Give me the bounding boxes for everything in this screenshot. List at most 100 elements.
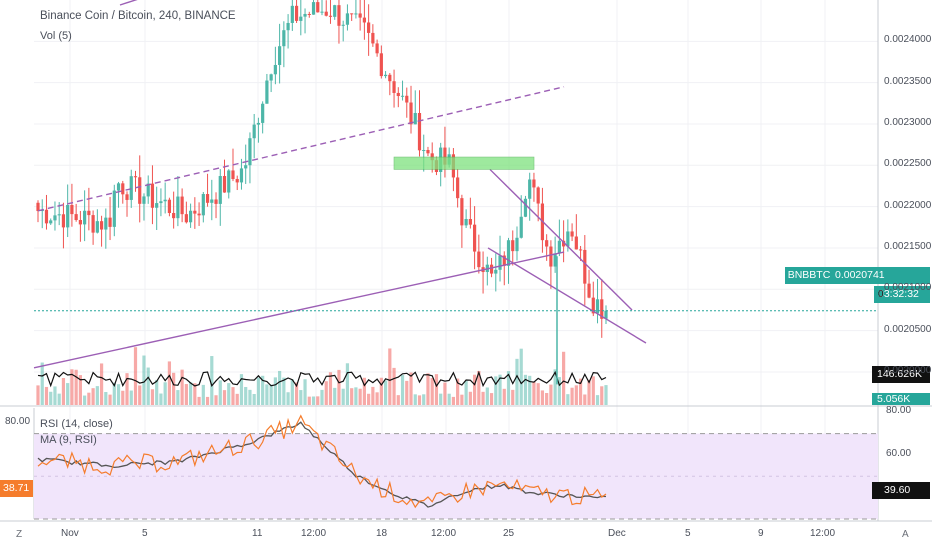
candle-body bbox=[150, 183, 155, 208]
volume-bar bbox=[256, 377, 261, 405]
volume-bar bbox=[358, 388, 362, 405]
candle-body bbox=[184, 214, 188, 223]
volume-bar bbox=[78, 375, 82, 405]
candle-body bbox=[83, 210, 87, 225]
candle-body bbox=[417, 112, 422, 151]
rsi-indicator-label[interactable]: RSI (14, close) bbox=[40, 418, 113, 430]
volume-ma-text: 146.626K bbox=[877, 368, 922, 380]
volume-bar bbox=[451, 396, 456, 405]
time-tick-label: Dec bbox=[608, 528, 626, 539]
volume-bar bbox=[138, 385, 142, 405]
volume-bar bbox=[142, 355, 146, 405]
volume-bar bbox=[180, 369, 184, 405]
candle-body bbox=[333, 5, 337, 17]
volume-bar bbox=[252, 394, 256, 405]
rsi-ma-line bbox=[37, 421, 607, 508]
candle-body bbox=[142, 196, 146, 204]
volume-bar bbox=[44, 386, 49, 405]
volume-bar bbox=[443, 382, 447, 405]
candle-body bbox=[409, 102, 413, 125]
volume-bar bbox=[532, 381, 536, 405]
candle-body bbox=[383, 74, 388, 77]
candle-body bbox=[498, 255, 502, 270]
volume-bar bbox=[485, 387, 489, 405]
volume-bar bbox=[472, 374, 477, 405]
volume-bar bbox=[129, 390, 133, 405]
candle-body bbox=[290, 5, 294, 23]
candle-body bbox=[273, 64, 277, 75]
auto-scale-button[interactable]: A bbox=[902, 529, 909, 540]
candle-body bbox=[239, 168, 244, 183]
candle-body bbox=[337, 5, 341, 26]
volume-bar bbox=[273, 377, 277, 405]
volume-bar bbox=[422, 394, 426, 405]
price-tick-label: 0.0021500 bbox=[884, 240, 932, 252]
volume-bar bbox=[311, 396, 316, 405]
candle-body bbox=[396, 92, 400, 97]
candle-body bbox=[375, 43, 379, 54]
candle-body bbox=[278, 46, 282, 65]
candle-body bbox=[587, 283, 591, 298]
volume-bar bbox=[95, 386, 99, 405]
price-tick-label: 0.0022000 bbox=[884, 199, 932, 211]
volume-bar bbox=[566, 394, 570, 405]
candle-body bbox=[600, 299, 604, 319]
volume-bar bbox=[167, 361, 172, 405]
candle-body bbox=[570, 231, 574, 237]
auto-scale-button-left[interactable]: Z bbox=[16, 529, 23, 540]
price-tick-label: 0.0020000 bbox=[884, 364, 932, 376]
candle-body bbox=[549, 246, 553, 267]
volume-bar bbox=[345, 363, 350, 405]
volume-bar bbox=[574, 385, 578, 405]
candle-body bbox=[506, 240, 511, 266]
countdown-value: 03:32:32 bbox=[878, 288, 919, 300]
volume-bar bbox=[362, 377, 366, 405]
candle-body bbox=[205, 194, 210, 203]
volume-bar bbox=[400, 374, 405, 405]
volume-bar bbox=[320, 389, 324, 405]
rsi-ma-label[interactable]: MA (9, RSI) bbox=[40, 434, 97, 446]
candle-body bbox=[557, 240, 561, 254]
volume-bar bbox=[290, 379, 294, 405]
volume-bar bbox=[396, 395, 400, 405]
candle-body bbox=[227, 170, 231, 193]
volume-bar bbox=[36, 385, 40, 405]
candle-body bbox=[256, 122, 261, 125]
volume-bar bbox=[286, 392, 290, 405]
volume-bar bbox=[328, 372, 333, 405]
candle-body bbox=[95, 221, 99, 233]
candle-body bbox=[214, 199, 218, 204]
volume-bar bbox=[417, 395, 422, 405]
price-tick-label: 0.0023500 bbox=[884, 75, 932, 87]
volume-bar bbox=[456, 378, 460, 405]
candle-body bbox=[91, 215, 95, 233]
wedge-lower bbox=[487, 247, 647, 344]
candle-body bbox=[218, 176, 222, 204]
volume-bar bbox=[222, 390, 227, 405]
volume-bar bbox=[333, 387, 337, 405]
candle-body bbox=[489, 264, 494, 274]
time-tick-label: 9 bbox=[758, 528, 764, 539]
candle-body bbox=[553, 253, 557, 267]
candle-body bbox=[472, 224, 477, 252]
symbol-price-label: BNBBTC 0.0020741 bbox=[785, 267, 930, 284]
candle-body bbox=[362, 17, 366, 23]
candle-body bbox=[53, 215, 57, 221]
volume-bar bbox=[184, 384, 188, 405]
volume-bar bbox=[244, 386, 248, 405]
bar-countdown: 03:32:32 bbox=[874, 286, 930, 303]
time-tick-label: 5 bbox=[142, 528, 148, 539]
time-tick-label: Nov bbox=[61, 528, 79, 539]
volume-bar bbox=[379, 377, 383, 405]
volume-bar bbox=[502, 388, 506, 405]
candle-body bbox=[350, 13, 354, 15]
time-tick-label: 12:00 bbox=[431, 528, 457, 539]
volume-indicator-label[interactable]: Vol (5) bbox=[40, 30, 72, 42]
volume-bar bbox=[409, 372, 413, 405]
volume-bar bbox=[87, 392, 91, 405]
volume-bar bbox=[299, 390, 303, 405]
volume-bar bbox=[553, 369, 557, 405]
candle-body bbox=[324, 11, 328, 16]
candle-body bbox=[231, 170, 235, 180]
